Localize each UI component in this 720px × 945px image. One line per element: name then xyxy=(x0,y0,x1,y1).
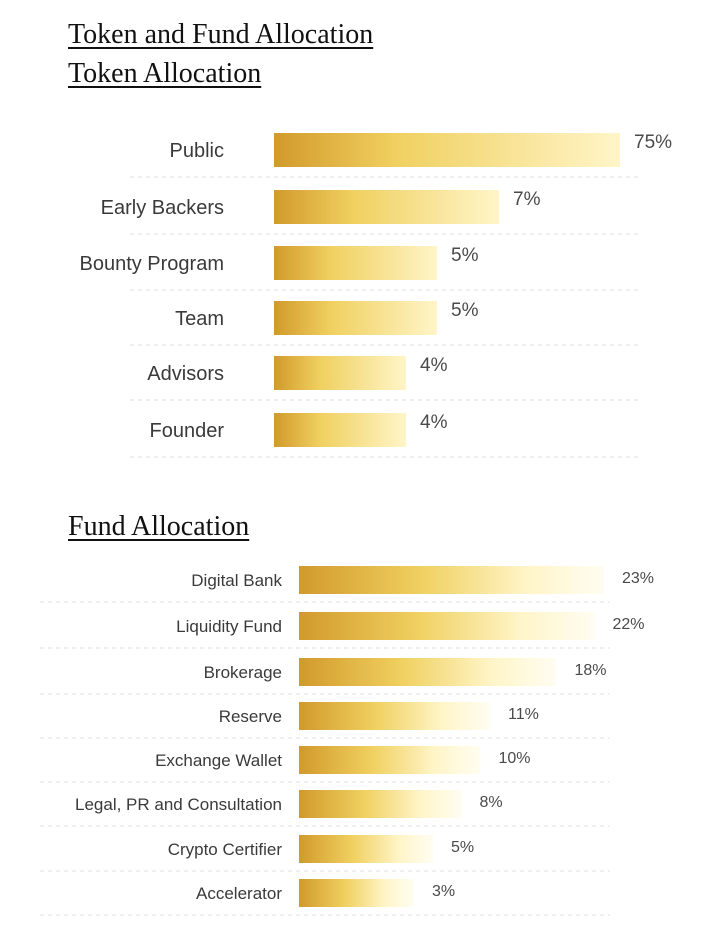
fund-bar xyxy=(299,612,595,640)
token-bar xyxy=(274,246,437,280)
fund-value-label: 8% xyxy=(480,794,503,811)
fund-category-label: Digital Bank xyxy=(191,571,282,590)
token-bar xyxy=(274,190,499,224)
token-bar xyxy=(274,133,620,167)
fund-bar xyxy=(299,746,481,774)
fund-bar xyxy=(299,790,462,818)
fund-value-label: 18% xyxy=(575,662,607,679)
token-category-label: Public xyxy=(170,140,224,162)
fund-category-label: Legal, PR and Consultation xyxy=(75,795,282,814)
token-bar xyxy=(274,301,437,335)
token-value-label: 7% xyxy=(513,189,541,210)
fund-value-label: 22% xyxy=(613,616,645,633)
token-allocation-chart: Public 75% Early Backers 7% Bounty Program 5%… xyxy=(79,132,672,458)
token-allocation-title: Token Allocation xyxy=(68,58,262,89)
fund-bar xyxy=(299,658,557,686)
token-value-label: 5% xyxy=(451,300,479,321)
fund-allocation-title: Fund Allocation xyxy=(68,511,250,542)
fund-category-label: Exchange Wallet xyxy=(155,751,282,770)
fund-category-label: Reserve xyxy=(219,707,282,726)
token-bar xyxy=(274,413,406,447)
token-category-label: Founder xyxy=(150,420,225,442)
token-category-label: Team xyxy=(175,308,224,330)
fund-category-label: Crypto Certifier xyxy=(168,840,283,859)
token-category-label: Bounty Program xyxy=(79,253,224,275)
page-title: Token and Fund Allocation xyxy=(68,19,374,50)
fund-category-label: Accelerator xyxy=(196,884,282,903)
token-value-label: 4% xyxy=(420,355,448,376)
fund-bar xyxy=(299,835,433,863)
token-category-label: Early Backers xyxy=(101,197,224,219)
fund-value-label: 23% xyxy=(622,570,654,587)
token-value-label: 75% xyxy=(634,132,672,153)
fund-bar xyxy=(299,879,414,907)
fund-category-label: Liquidity Fund xyxy=(176,617,282,636)
token-bar xyxy=(274,356,406,390)
fund-category-label: Brokerage xyxy=(204,663,282,682)
fund-bar xyxy=(299,702,490,730)
token-value-label: 4% xyxy=(420,412,448,433)
fund-value-label: 11% xyxy=(508,706,539,723)
token-value-label: 5% xyxy=(451,245,479,266)
fund-value-label: 5% xyxy=(451,839,474,856)
fund-bar xyxy=(299,566,604,594)
fund-value-label: 10% xyxy=(499,750,531,767)
token-category-label: Advisors xyxy=(147,363,224,385)
fund-value-label: 3% xyxy=(432,883,455,900)
